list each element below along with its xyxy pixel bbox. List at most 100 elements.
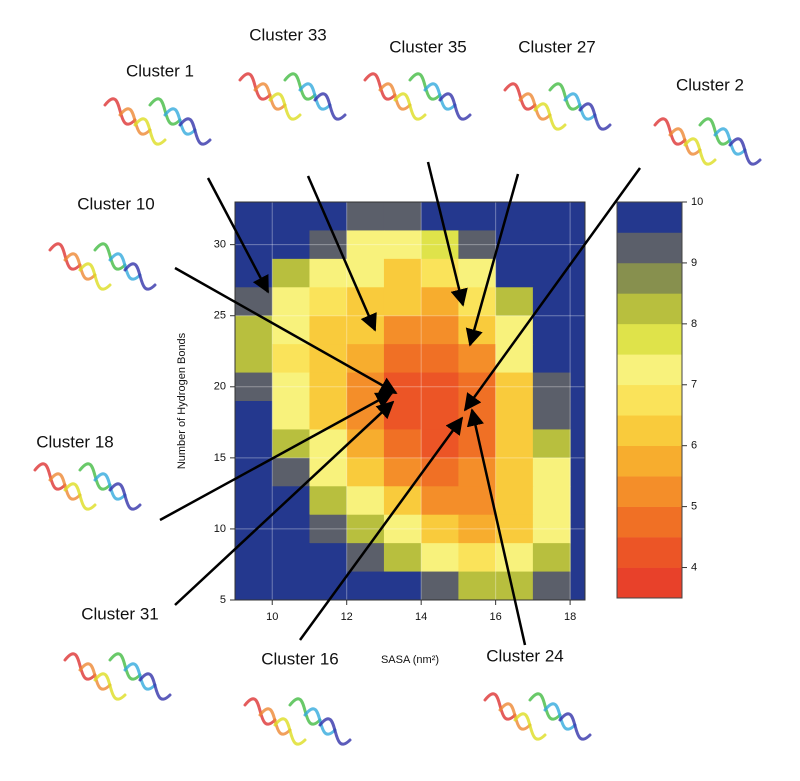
cell [532, 230, 571, 260]
arrow [306, 175, 377, 332]
structure-strand [548, 82, 582, 111]
cell [272, 401, 310, 430]
cell [309, 543, 348, 573]
cell [346, 571, 385, 600]
cluster-label: Cluster 24 [486, 646, 563, 665]
colorbar-band [617, 415, 682, 446]
colorbar-band [617, 293, 682, 325]
x-tick-label: 16 [490, 611, 502, 623]
cluster-label: Cluster 35 [389, 37, 466, 56]
arrow [298, 416, 464, 641]
cell [272, 202, 310, 231]
cell [309, 315, 348, 345]
cell [309, 287, 348, 317]
cell [532, 429, 571, 459]
structure-strand [178, 117, 212, 146]
structure-strand [93, 472, 127, 501]
cell [272, 457, 310, 487]
cluster-label: Cluster 27 [518, 37, 595, 56]
structure-strand [108, 252, 142, 281]
structure-strand [243, 697, 277, 726]
cell [458, 514, 497, 544]
cell [458, 230, 497, 260]
structure-strand [268, 92, 302, 121]
cell [495, 287, 534, 317]
cell [272, 571, 310, 600]
cell [272, 344, 310, 374]
arrow [426, 161, 468, 307]
cell [309, 486, 348, 516]
cell [421, 401, 459, 430]
x-tick-label: 12 [341, 611, 353, 623]
colorbar-tick-label: 9 [691, 257, 697, 269]
cell [235, 429, 273, 459]
structure-strand [273, 717, 307, 746]
y-tick-label: 20 [214, 381, 226, 393]
cell [346, 486, 385, 516]
structure-strand [148, 97, 182, 126]
cell [421, 486, 459, 516]
arrow [206, 177, 270, 294]
structure-strand [103, 97, 137, 126]
cell [346, 287, 385, 317]
cell [383, 258, 422, 288]
structure-strand [558, 712, 592, 741]
cell [421, 514, 459, 544]
arrow [174, 266, 398, 395]
cell [272, 514, 310, 544]
structure-strand [238, 72, 272, 101]
cell [309, 202, 348, 231]
arrow [465, 173, 520, 347]
structure-strand [713, 127, 747, 156]
cell [346, 514, 385, 544]
cell [421, 571, 459, 600]
structure-strand [258, 707, 292, 736]
cell [421, 457, 459, 487]
structure-strand [118, 107, 152, 136]
cell [383, 514, 422, 544]
structure-strand [123, 262, 157, 291]
cell [309, 571, 348, 600]
structure-strand [93, 672, 127, 701]
cell [309, 372, 348, 402]
structure-strand [378, 82, 412, 111]
cell [495, 486, 534, 516]
cell [235, 344, 273, 374]
cell [532, 571, 571, 600]
cell [235, 401, 273, 430]
cell [495, 429, 534, 459]
colorbar-band [617, 537, 682, 568]
cell [383, 315, 422, 345]
cell [383, 429, 422, 459]
cell [346, 315, 385, 345]
structure-strand [63, 652, 97, 681]
colorbar-band [617, 506, 682, 538]
cell [272, 230, 310, 260]
cell [383, 571, 422, 600]
x-tick-label: 18 [564, 611, 576, 623]
cell [532, 202, 571, 231]
structure-strand [698, 117, 732, 146]
structure-strand [513, 712, 547, 741]
cell [532, 344, 571, 374]
cluster-label: Cluster 18 [36, 432, 113, 451]
arrow [463, 167, 642, 412]
cell [421, 230, 459, 260]
cluster-label: Cluster 33 [249, 25, 326, 44]
structure-strand [728, 137, 762, 166]
colorbar-tick-label: 10 [691, 196, 703, 208]
structure-strand [543, 702, 577, 731]
structure-strand [163, 107, 197, 136]
x-tick-label: 14 [415, 611, 427, 623]
cell [235, 543, 273, 573]
colorbar-frame [616, 201, 683, 599]
colorbar-tick-label: 8 [691, 318, 697, 330]
cell [532, 486, 571, 516]
cell [421, 344, 459, 374]
structure-strand [108, 482, 142, 511]
colorbar-band [617, 567, 682, 599]
cell [421, 315, 459, 345]
cluster-label: Cluster 10 [77, 194, 154, 213]
structure-strand [503, 82, 537, 111]
structure-strand [653, 117, 687, 146]
